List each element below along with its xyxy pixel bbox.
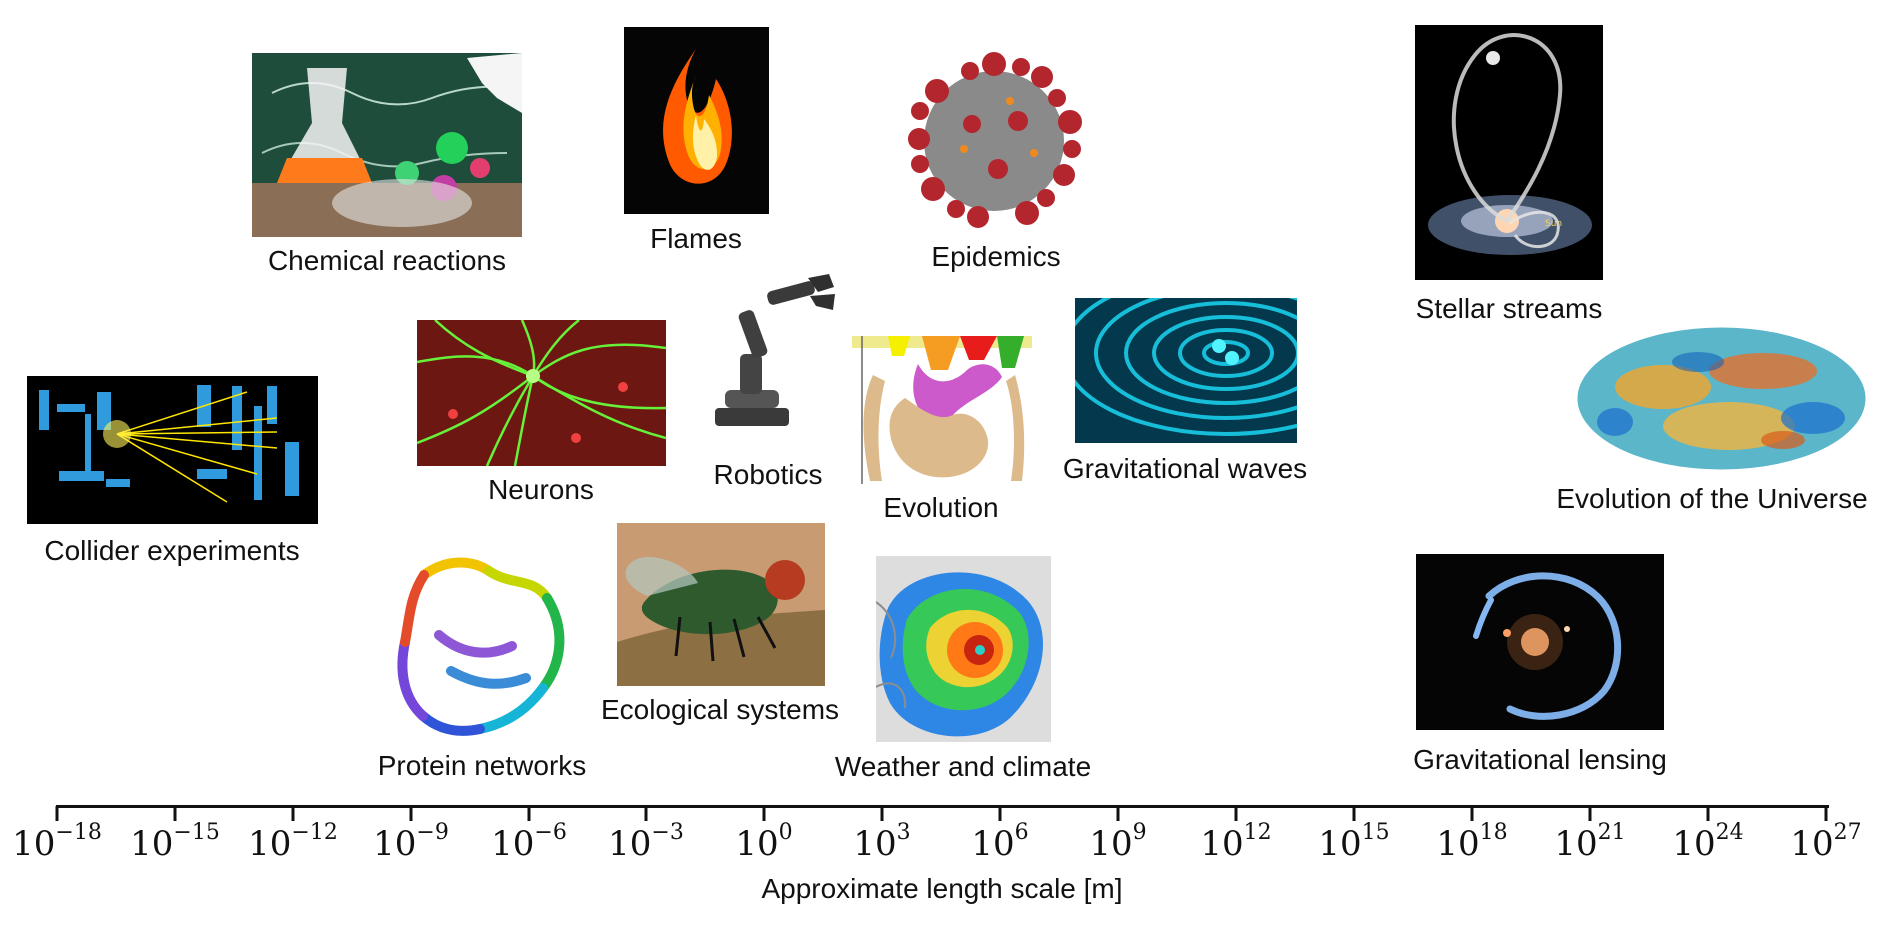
neurons-image bbox=[417, 320, 666, 466]
axis-tick-exponent: −12 bbox=[291, 820, 338, 845]
axis-tick-exponent: 27 bbox=[1833, 820, 1862, 845]
axis-tick-base: 10 bbox=[491, 824, 535, 864]
axis-tick bbox=[1470, 806, 1474, 821]
axis-tick-exponent: −3 bbox=[651, 820, 684, 845]
axis-tick-exponent: 21 bbox=[1597, 820, 1626, 845]
axis-tick bbox=[527, 806, 531, 821]
axis-tick-label: 1021 bbox=[1554, 820, 1625, 864]
axis-tick bbox=[173, 806, 177, 821]
axis-tick-exponent: 12 bbox=[1243, 820, 1272, 845]
axis-tick-base: 10 bbox=[1790, 824, 1834, 864]
axis-tick bbox=[409, 806, 413, 821]
axis-tick-base: 10 bbox=[853, 824, 897, 864]
axis-tick-exponent: 15 bbox=[1361, 820, 1390, 845]
axis-tick-exponent: 18 bbox=[1479, 820, 1508, 845]
axis-tick-exponent: 3 bbox=[896, 820, 911, 845]
axis-tick bbox=[998, 806, 1002, 821]
weather-climate-image bbox=[876, 556, 1051, 742]
axis-tick-label: 1015 bbox=[1318, 820, 1389, 864]
length-scale-axis-line bbox=[56, 805, 1829, 808]
chemical-reactions-image bbox=[252, 53, 522, 237]
axis-tick-exponent: 24 bbox=[1715, 820, 1744, 845]
axis-tick-base: 10 bbox=[12, 824, 56, 864]
axis-tick-base: 10 bbox=[373, 824, 417, 864]
chemical-reactions-label: Chemical reactions bbox=[267, 245, 507, 276]
axis-tick-exponent: −18 bbox=[55, 820, 102, 845]
axis-tick-base: 10 bbox=[1554, 824, 1598, 864]
axis-tick-base: 10 bbox=[1672, 824, 1716, 864]
collider-experiments-image bbox=[27, 376, 318, 524]
axis-tick bbox=[1588, 806, 1592, 821]
axis-tick-label: 109 bbox=[1089, 820, 1146, 864]
gravitational-waves-label: Gravitational waves bbox=[1062, 453, 1308, 484]
axis-tick-exponent: 0 bbox=[778, 820, 793, 845]
evolution-label: Evolution bbox=[883, 492, 999, 523]
axis-tick-label: 10−12 bbox=[248, 820, 338, 864]
axis-tick-label: 10−18 bbox=[12, 820, 102, 864]
axis-tick-label: 1012 bbox=[1200, 820, 1271, 864]
ecological-systems-image bbox=[617, 523, 825, 686]
axis-tick-base: 10 bbox=[1318, 824, 1362, 864]
axis-tick-label: 1018 bbox=[1436, 820, 1507, 864]
protein-networks-image bbox=[391, 553, 579, 744]
axis-tick bbox=[291, 806, 295, 821]
axis-tick bbox=[644, 806, 648, 821]
axis-tick bbox=[880, 806, 884, 821]
axis-tick-label: 10−9 bbox=[373, 820, 449, 864]
gravitational-waves-image bbox=[1075, 298, 1297, 443]
flames-label: Flames bbox=[650, 223, 742, 254]
axis-tick-label: 1027 bbox=[1790, 820, 1861, 864]
axis-tick-base: 10 bbox=[735, 824, 779, 864]
robotics-label: Robotics bbox=[713, 459, 823, 490]
ecological-systems-label: Ecological systems bbox=[600, 694, 840, 725]
axis-tick-base: 10 bbox=[248, 824, 292, 864]
epidemics-label: Epidemics bbox=[931, 241, 1061, 272]
axis-tick-base: 10 bbox=[608, 824, 652, 864]
axis-tick-exponent: −6 bbox=[534, 820, 567, 845]
axis-tick-exponent: −9 bbox=[416, 820, 449, 845]
axis-tick-label: 1024 bbox=[1672, 820, 1743, 864]
axis-tick-label: 10−6 bbox=[491, 820, 567, 864]
axis-tick bbox=[1116, 806, 1120, 821]
axis-tick-base: 10 bbox=[971, 824, 1015, 864]
axis-tick bbox=[1824, 806, 1828, 821]
axis-title: Approximate length scale [m] bbox=[761, 873, 1123, 904]
axis-tick-label: 10−3 bbox=[608, 820, 684, 864]
axis-tick bbox=[1352, 806, 1356, 821]
axis-tick-base: 10 bbox=[1200, 824, 1244, 864]
axis-tick bbox=[1706, 806, 1710, 821]
flames-image bbox=[624, 27, 769, 214]
epidemics-image bbox=[902, 49, 1086, 232]
axis-tick bbox=[762, 806, 766, 821]
robotics-image bbox=[705, 270, 840, 438]
collider-experiments-label: Collider experiments bbox=[44, 535, 300, 566]
neurons-label: Neurons bbox=[488, 474, 594, 505]
axis-tick-exponent: −15 bbox=[173, 820, 220, 845]
axis-tick bbox=[1234, 806, 1238, 821]
evolution-universe-image bbox=[1577, 327, 1866, 470]
axis-tick-label: 10−15 bbox=[130, 820, 220, 864]
axis-tick-label: 100 bbox=[735, 820, 792, 864]
axis-tick-label: 103 bbox=[853, 820, 910, 864]
weather-climate-label: Weather and climate bbox=[834, 751, 1092, 782]
axis-tick-exponent: 9 bbox=[1132, 820, 1147, 845]
gravitational-lensing-label: Gravitational lensing bbox=[1413, 744, 1667, 775]
protein-networks-label: Protein networks bbox=[377, 750, 587, 781]
axis-tick-base: 10 bbox=[130, 824, 174, 864]
svg-text:Sun: Sun bbox=[1545, 219, 1562, 229]
axis-tick bbox=[55, 806, 59, 821]
axis-tick-exponent: 6 bbox=[1014, 820, 1029, 845]
axis-tick-label: 106 bbox=[971, 820, 1028, 864]
evolution-universe-label: Evolution of the Universe bbox=[1556, 483, 1868, 514]
evolution-image bbox=[852, 336, 1032, 484]
stellar-streams-image: Sun bbox=[1415, 25, 1603, 280]
gravitational-lensing-image bbox=[1416, 554, 1664, 730]
axis-tick-base: 10 bbox=[1089, 824, 1133, 864]
axis-tick-base: 10 bbox=[1436, 824, 1480, 864]
stellar-streams-label: Stellar streams bbox=[1415, 293, 1603, 324]
